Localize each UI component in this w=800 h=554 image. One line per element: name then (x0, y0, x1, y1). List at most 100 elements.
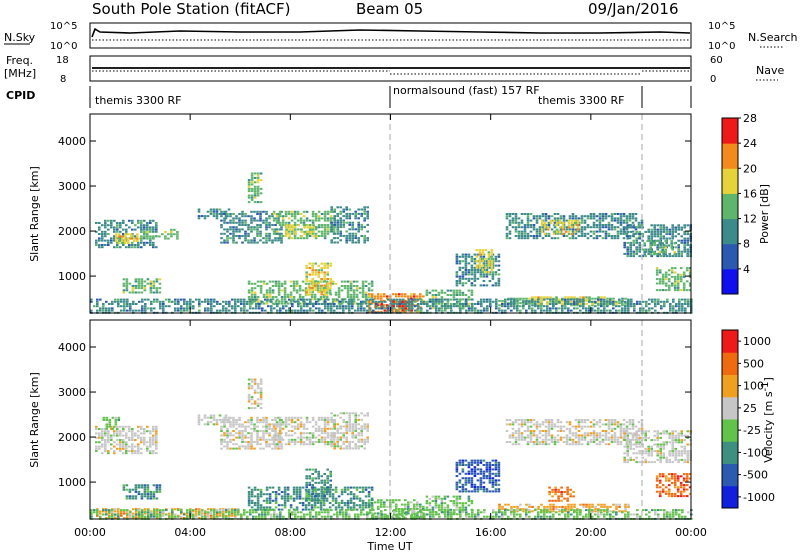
power-region-23 (655, 267, 692, 292)
power-ytick-label: 3000 (58, 180, 86, 193)
velocity-region-9 (330, 412, 369, 450)
noise-right-label: N.Search (748, 31, 798, 44)
velocity-colorbar-swatch (722, 441, 738, 464)
power-colorbar-tick: 28 (743, 112, 757, 125)
power-region-18 (540, 219, 580, 235)
velocity-colorbar-swatch (722, 396, 738, 420)
velocity-region-19 (90, 509, 693, 520)
cpid-segment-2: normalsound (fast) 157 RF (393, 84, 540, 97)
velocity-region-14 (623, 430, 692, 464)
velocity-colorbar-swatch (722, 330, 738, 353)
velocity-region-1 (102, 416, 121, 430)
freq-right-tick-top: 60 (710, 55, 723, 66)
power-ylabel: Slant Range [km] (28, 166, 41, 262)
noise-left-tick-bottom: 10^0 (50, 41, 77, 52)
noise-left-tick-top: 10^5 (50, 21, 77, 32)
power-region-5 (220, 210, 283, 244)
cpid-label: CPID (6, 89, 35, 102)
velocity-colorbar-tick: -1000 (743, 491, 775, 504)
time-tick-label: 00:00 (74, 526, 106, 539)
power-colorbar: 4 8 12 16 20 24 28 Power [dB] (721, 112, 771, 295)
velocity-colorbar-tick: 1000 (743, 335, 771, 348)
velocity-colorbar-label-close: ] (762, 377, 775, 381)
velocity-ylabel: Slant Range [km] (28, 372, 41, 468)
time-tick-label: 04:00 (174, 526, 206, 539)
time-tick-label: 12:00 (375, 526, 407, 539)
velocity-colorbar-tick: 100 (743, 380, 764, 393)
velocity-colorbar-swatch (722, 419, 738, 442)
velocity-region-2 (122, 484, 162, 500)
velocity-panel: 1000 2000 3000 4000 Slant Range [km] (28, 319, 693, 520)
velocity-ytick-label: 2000 (58, 431, 86, 444)
power-region-20 (643, 240, 676, 256)
velocity-colorbar-label-main: Velocity (762, 419, 775, 463)
velocity-region-3 (197, 414, 231, 426)
beam-title: Beam 05 (356, 0, 423, 18)
time-axis-title: Time UT (366, 540, 412, 553)
velocity-region-11 (425, 495, 474, 516)
freq-right-tick-bottom: 0 (710, 74, 716, 85)
power-colorbar-swatch (722, 143, 738, 169)
power-colorbar-label: Power [dB] (758, 184, 771, 244)
power-region-8 (285, 224, 318, 238)
power-region-17 (505, 213, 644, 240)
velocity-colorbar: 1000 500 100 25 -25 -100 -500 -1000 Velocity [m … (721, 329, 775, 509)
velocity-ytick-label: 4000 (58, 341, 86, 354)
power-colorbar-swatch (722, 118, 738, 144)
power-y-axis: 1000 2000 3000 4000 (58, 135, 691, 283)
time-tick-label: 16:00 (475, 526, 507, 539)
power-region-6 (247, 172, 263, 204)
freq-panel: Freq. [MHz] 18 8 60 0 Nave (4, 54, 784, 85)
velocity-colorbar-tick: 25 (743, 402, 757, 415)
velocity-colorbar-swatch (722, 352, 738, 375)
power-region-2 (140, 228, 179, 240)
power-colorbar-tick: 24 (743, 137, 757, 150)
velocity-region-0 (95, 425, 158, 455)
cpid-panel: CPID themis 3300 RF normalsound (fast) 1… (6, 84, 692, 108)
noise-sky-line (91, 27, 691, 38)
freq-label-line1: Freq. (6, 54, 33, 67)
velocity-colorbar-tick: -500 (743, 469, 768, 482)
station-title: South Pole Station (fitACF) (92, 0, 290, 18)
time-tick-label: 00:00 (675, 526, 707, 539)
velocity-colorbar-tick: -100 (743, 446, 768, 459)
power-colorbar-tick: 4 (743, 263, 750, 276)
power-colorbar-tick: 16 (743, 187, 757, 200)
velocity-colorbar-label-sup: -1 (760, 381, 771, 391)
time-tick-label: 08:00 (274, 526, 306, 539)
power-ytick-label: 1000 (58, 270, 86, 283)
velocity-colorbar-swatch (722, 485, 738, 509)
velocity-region-5 (247, 378, 263, 410)
power-x-axis (89, 114, 692, 313)
velocity-colorbar-swatch (722, 463, 738, 487)
velocity-colorbar-swatch (722, 374, 738, 398)
velocity-region-8 (305, 468, 332, 502)
velocity-colorbar-label: Velocity [m s-1] (760, 377, 775, 463)
velocity-region-12 (455, 459, 501, 493)
power-colorbar-tick: 8 (743, 238, 750, 251)
velocity-region-16 (548, 486, 575, 502)
noise-right-tick-bottom: 10^0 (708, 41, 735, 52)
velocity-ytick-label: 1000 (58, 476, 86, 489)
velocity-region-13 (505, 419, 644, 446)
power-region-16 (475, 249, 494, 274)
power-ytick-label: 2000 (58, 225, 86, 238)
power-ytick-label: 4000 (58, 135, 86, 148)
velocity-colorbar-tick: -25 (743, 424, 761, 437)
velocity-x-axis (89, 320, 692, 519)
freq-left-tick-top: 18 (56, 55, 69, 66)
velocity-region-17 (655, 473, 692, 498)
cpid-segment-1: themis 3300 RF (95, 94, 182, 107)
power-colorbar-swatch (722, 193, 738, 220)
velocity-colorbar-label-unit: [m s (762, 391, 775, 416)
nave-line (92, 70, 690, 75)
velocity-marks (90, 378, 693, 520)
noise-panel: N.Sky 10^5 10^0 10^5 10^0 N.Search (4, 21, 798, 52)
power-colorbar-tick: 20 (743, 162, 757, 175)
time-axis-labels: 00:00 04:00 08:00 12:00 16:00 20:00 00:00 (74, 526, 707, 539)
power-region-11 (330, 206, 369, 244)
power-colorbar-swatch (722, 243, 738, 270)
power-region-1 (115, 233, 142, 245)
velocity-colorbar-tick: 500 (743, 357, 764, 370)
